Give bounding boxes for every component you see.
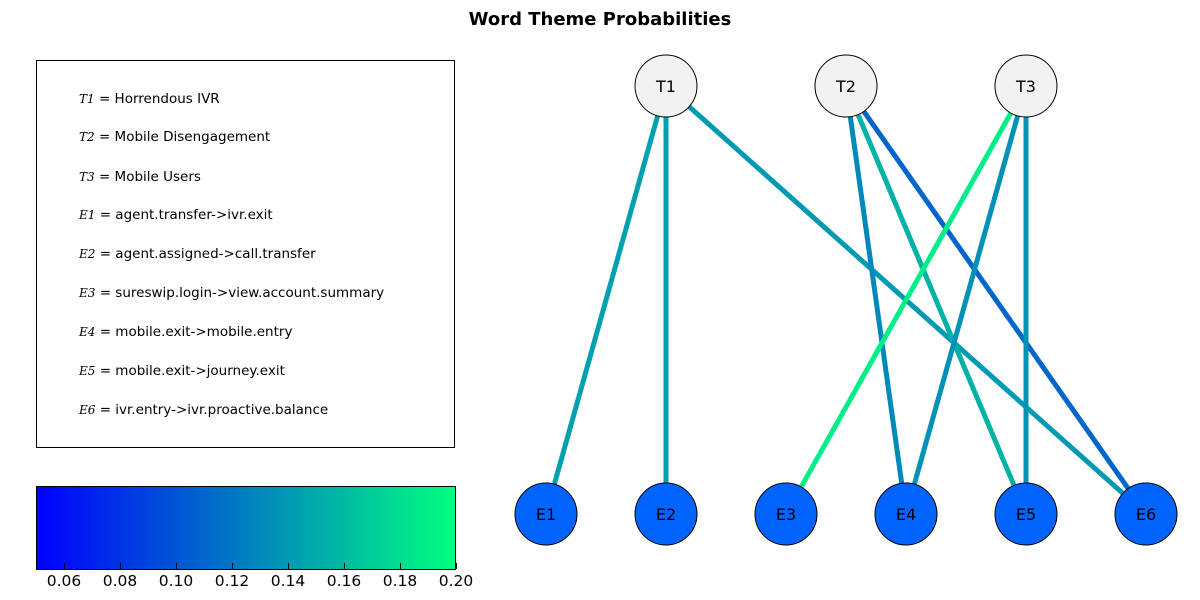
colorbar-tick-mark — [456, 563, 457, 569]
colorbar-tick-mark — [400, 563, 401, 569]
legend-text: = ivr.entry->ivr.proactive.balance — [99, 402, 329, 418]
edge-t2-e5 — [843, 85, 1029, 515]
colorbar-tick-label: 0.18 — [382, 572, 418, 590]
node-circle — [514, 482, 578, 546]
colorbar-tick-mark — [120, 563, 121, 569]
legend-symbol: E3 — [79, 286, 96, 300]
node-circle — [1114, 482, 1178, 546]
node-circle — [634, 482, 698, 546]
node-circle — [994, 54, 1058, 118]
legend-item-e4: E4 = mobile.exit->mobile.entry — [79, 324, 292, 340]
node-e4: E4 — [874, 482, 938, 546]
legend-symbol: T1 — [79, 92, 95, 106]
legend-text: = agent.transfer->ivr.exit — [99, 207, 273, 223]
node-label: E6 — [1136, 505, 1156, 524]
node-label: T3 — [1015, 77, 1036, 96]
colorbar-tick-mark — [344, 563, 345, 569]
legend-text: = Mobile Disengagement — [98, 129, 271, 145]
legend-text: = mobile.exit->mobile.entry — [99, 324, 293, 340]
node-circle — [634, 54, 698, 118]
legend-symbol: E4 — [79, 325, 96, 339]
edge-t3-e4 — [903, 85, 1029, 515]
legend-box: T1 = Horrendous IVR T2 = Mobile Disengag… — [36, 60, 455, 448]
colorbar-tick-label: 0.10 — [158, 572, 194, 590]
legend-text: = Horrendous IVR — [98, 91, 220, 107]
node-e3: E3 — [754, 482, 818, 546]
node-circle — [814, 54, 878, 118]
legend-symbol: E1 — [79, 208, 96, 222]
colorbar-tick-label: 0.08 — [102, 572, 138, 590]
colorbar — [36, 486, 456, 570]
colorbar-tick-label: 0.16 — [326, 572, 362, 590]
edges-layer — [543, 84, 1149, 516]
legend-symbol: E5 — [79, 364, 96, 378]
legend-item-e1: E1 = agent.transfer->ivr.exit — [79, 207, 273, 223]
node-e5: E5 — [994, 482, 1058, 546]
legend-item-e3: E3 = sureswip.login->view.account.summar… — [79, 285, 384, 301]
node-label: E3 — [776, 505, 796, 524]
edge-t2-e4 — [843, 85, 909, 515]
legend-symbol: E6 — [79, 403, 96, 417]
legend-item-e6: E6 = ivr.entry->ivr.proactive.balance — [79, 402, 328, 418]
legend-symbol: T2 — [79, 130, 95, 144]
legend-symbol: T3 — [79, 170, 95, 184]
legend-item-t1: T1 = Horrendous IVR — [79, 91, 220, 107]
colorbar-tick-label: 0.20 — [438, 572, 474, 590]
node-label: E2 — [656, 505, 676, 524]
edge-t1-e1 — [543, 85, 669, 515]
nodes-layer: T1 T2 T3 E1 E2 E3 E4 E5 E6 — [514, 54, 1178, 546]
node-t3: T3 — [994, 54, 1058, 118]
node-label: E4 — [896, 505, 916, 524]
node-label: T2 — [835, 77, 856, 96]
node-circle — [754, 482, 818, 546]
legend-text: = agent.assigned->call.transfer — [99, 246, 316, 262]
node-t2: T2 — [814, 54, 878, 118]
colorbar-tick-mark — [288, 563, 289, 569]
colorbar-tick-mark — [176, 563, 177, 569]
node-label: E1 — [536, 505, 556, 524]
legend-item-e5: E5 = mobile.exit->journey.exit — [79, 363, 285, 379]
colorbar-tick-mark — [232, 563, 233, 569]
colorbar-tick-label: 0.14 — [270, 572, 306, 590]
colorbar-tick-label: 0.12 — [214, 572, 250, 590]
chart-title: Word Theme Probabilities — [468, 9, 732, 30]
legend-item-t2: T2 = Mobile Disengagement — [79, 129, 270, 145]
node-label: T1 — [655, 77, 676, 96]
node-circle — [874, 482, 938, 546]
legend-item-e2: E2 = agent.assigned->call.transfer — [79, 246, 316, 262]
legend-symbol: E2 — [79, 247, 96, 261]
colorbar-tick-label: 0.06 — [46, 572, 82, 590]
node-label: E5 — [1016, 505, 1036, 524]
edge-t2-e6 — [843, 84, 1149, 516]
edge-t3-e3 — [783, 84, 1029, 516]
colorbar-tick-mark — [64, 563, 65, 569]
node-e6: E6 — [1114, 482, 1178, 546]
legend-text: = sureswip.login->view.account.summary — [99, 285, 385, 301]
legend-text: = Mobile Users — [98, 169, 201, 185]
legend-text: = mobile.exit->journey.exit — [99, 363, 285, 379]
node-t1: T1 — [634, 54, 698, 118]
node-e2: E2 — [634, 482, 698, 546]
legend-item-t3: T3 = Mobile Users — [79, 169, 201, 185]
node-circle — [994, 482, 1058, 546]
node-e1: E1 — [514, 482, 578, 546]
